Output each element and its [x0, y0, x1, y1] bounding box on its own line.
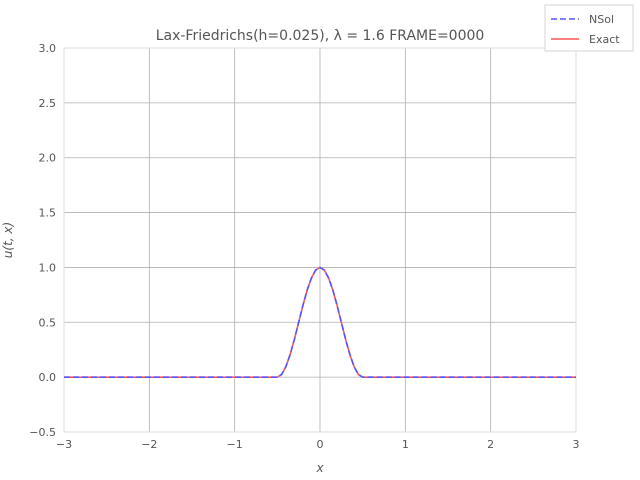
y-tick-label: 0.5 [39, 316, 57, 329]
series-line-nsol [64, 266, 576, 378]
x-tick-label: 1 [402, 438, 409, 451]
x-tick-label: 0 [317, 438, 324, 451]
x-tick-label: −3 [56, 438, 72, 451]
legend-label-nsol: NSol [589, 13, 614, 26]
y-tick-labels: −0.5 0.0 0.5 1.0 1.5 2.0 2.5 3.0 [29, 42, 56, 439]
y-tick-label: 3.0 [39, 42, 57, 55]
x-tick-labels: −3 −2 −1 0 1 2 3 [56, 438, 580, 451]
x-tick-label: 3 [573, 438, 580, 451]
y-tick-label: 1.5 [39, 207, 57, 220]
y-tick-label: −0.5 [29, 426, 56, 439]
legend-box [544, 4, 634, 52]
x-tick-label: 2 [487, 438, 494, 451]
y-axis-label: u(t, x) [1, 222, 15, 258]
chart-title: Lax-Friedrichs(h=0.025), λ = 1.6 FRAME=0… [156, 28, 485, 44]
legend-label-exact: Exact [589, 33, 620, 46]
y-tick-label: 2.5 [39, 97, 57, 110]
y-tick-label: 2.0 [39, 152, 57, 165]
series-lines [64, 266, 576, 378]
y-tick-label: 1.0 [39, 261, 57, 274]
plot-frame [63, 47, 577, 433]
x-tick-label: −2 [141, 438, 157, 451]
y-tick-label: 0.0 [39, 371, 57, 384]
legend: NSol Exact [544, 4, 634, 52]
x-tick-label: −1 [227, 438, 243, 451]
x-axis-label: x [315, 461, 324, 475]
